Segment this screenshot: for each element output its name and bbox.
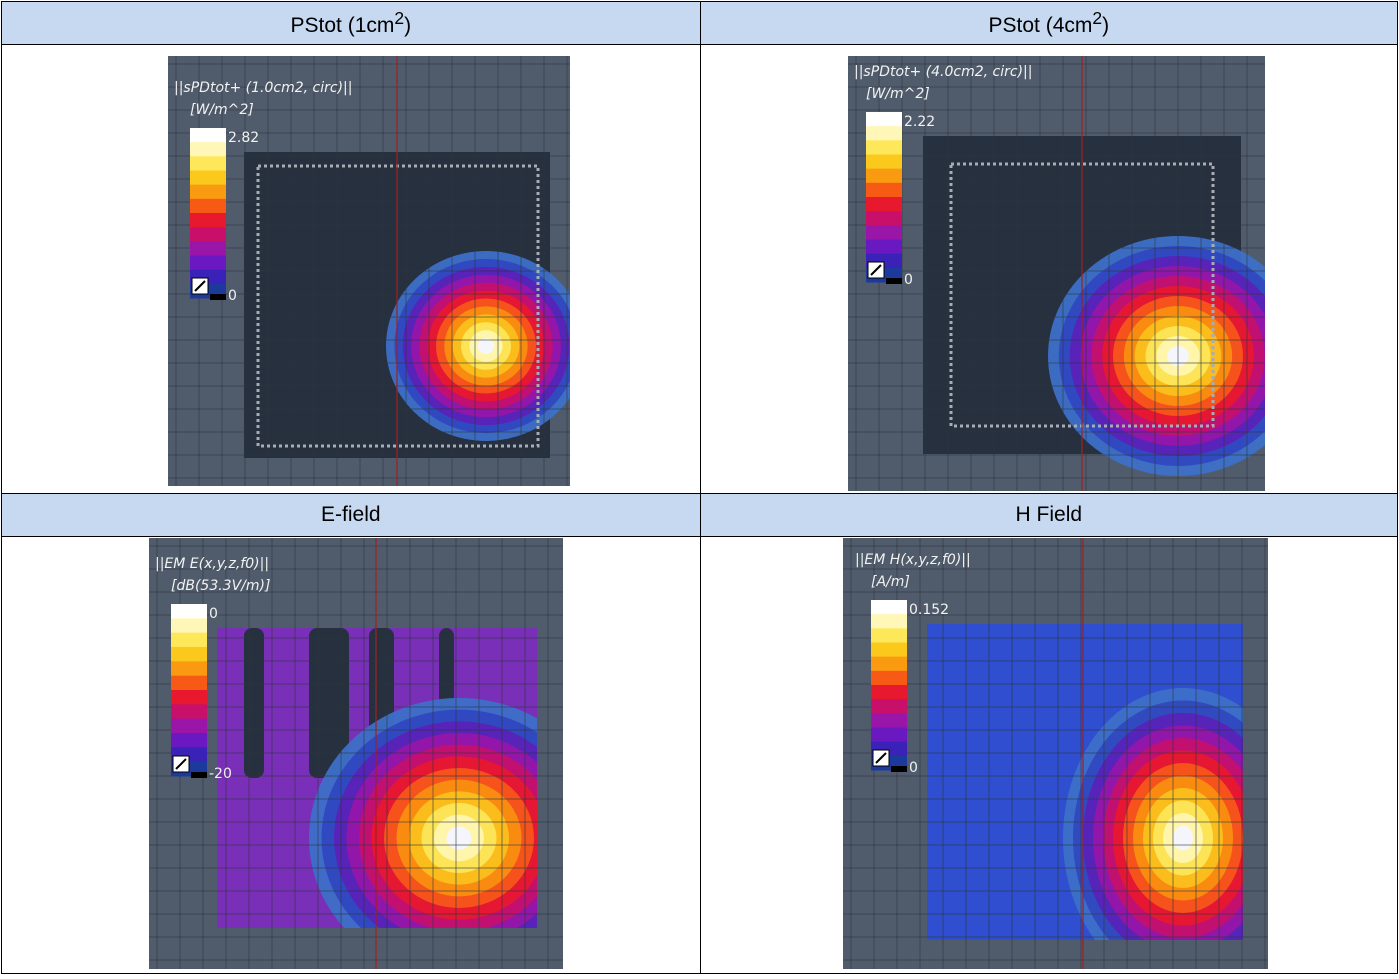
colorbar-swatch xyxy=(171,718,207,734)
plot-quantity: ||sPDtot+ (4.0cm2, circ)|| xyxy=(854,64,1032,80)
colorbar-swatch xyxy=(870,600,907,615)
colorbar-swatch xyxy=(865,140,902,155)
hotspot xyxy=(386,251,570,441)
plot-quantity: ||sPDtot+ (1.0cm2, circ)|| xyxy=(174,80,352,96)
heading: H Field xyxy=(699,493,1399,537)
plot-row: ||sPDtot+ (1.0cm2, circ)|| [W/m^2] 2.82 0 |… xyxy=(1,44,1399,494)
colorbar-foot xyxy=(191,772,207,778)
field-plot: ||sPDtot+ (4.0cm2, circ)|| [W/m^2] 2.22 0 xyxy=(847,56,1265,491)
colorbar-swatch xyxy=(171,690,207,705)
colorbar-max: 2.82 xyxy=(228,130,259,146)
plot-unit: [W/m^2] xyxy=(190,102,254,118)
cold-stripe xyxy=(309,628,349,778)
colorbar-swatch xyxy=(865,182,902,198)
colorbar-icon-slash xyxy=(869,264,882,276)
plot-quantity: ||EM H(x,y,z,f0)|| xyxy=(855,552,971,568)
field-plot: ||sPDtot+ (1.0cm2, circ)|| [W/m^2] 2.82 0 xyxy=(168,56,570,486)
colorbar-foot xyxy=(210,294,226,300)
colorbar-swatch xyxy=(870,656,907,672)
plot-quantity: ||EM E(x,y,z,f0)|| xyxy=(155,556,269,572)
colorbar-swatch xyxy=(865,239,902,255)
colorbar-swatch xyxy=(870,713,907,728)
header-row: E-field H Field xyxy=(1,493,1399,537)
heading-sup: 2 xyxy=(1092,8,1103,28)
colorbar-foot xyxy=(890,766,907,772)
colorbar-swatch xyxy=(190,170,226,186)
colorbar-icon-slash xyxy=(874,752,887,764)
field-plot: ||EM E(x,y,z,f0)|| [dB(53.3V/m)] 0 -20 xyxy=(149,538,563,969)
header-row: PStot (1cm2) PStot (4cm2) xyxy=(1,1,1399,45)
colorbar-max: 2.22 xyxy=(904,114,935,130)
plot-unit: [W/m^2] xyxy=(866,86,930,102)
colorbar-swatch xyxy=(190,198,226,214)
colorbar-swatch xyxy=(870,614,907,629)
colorbar-min: 0 xyxy=(909,760,918,776)
contour xyxy=(446,826,472,850)
heading-text: H Field xyxy=(1015,503,1083,526)
plot-cell: ||sPDtot+ (1.0cm2, circ)|| [W/m^2] 2.82 0 xyxy=(1,44,701,494)
cold-stripe xyxy=(244,628,264,778)
heading-text: PStot (1cm xyxy=(290,14,395,37)
heading-tail: ) xyxy=(1102,14,1110,37)
colorbar-swatch xyxy=(190,184,226,200)
contour xyxy=(477,338,495,354)
colorbar-swatch xyxy=(171,604,207,619)
colorbar-max: 0 xyxy=(209,606,218,622)
colorbar-swatch xyxy=(865,154,902,170)
colorbar-swatch xyxy=(190,255,226,271)
plot-unit: [A/m] xyxy=(871,574,910,590)
colorbar-swatch xyxy=(865,197,902,212)
heading: PStot (1cm2) xyxy=(1,1,701,45)
colorbar-swatch xyxy=(171,704,207,720)
hotspot xyxy=(1047,236,1265,476)
dotted-outline xyxy=(256,164,540,448)
plot-cell: ||EM H(x,y,z,f0)|| [A/m] 0.152 0 xyxy=(699,536,1399,974)
colorbar-swatch xyxy=(171,618,207,634)
colorbar-icon-slash xyxy=(194,280,206,292)
colorbar-swatch xyxy=(171,632,207,648)
colorbar-swatch xyxy=(190,227,226,242)
contour xyxy=(1172,825,1193,851)
plot-cell: ||EM E(x,y,z,f0)|| [dB(53.3V/m)] 0 -20 xyxy=(1,536,701,974)
colorbar-min: 0 xyxy=(228,288,237,304)
colorbar-swatch xyxy=(865,168,902,184)
colorbar-swatch xyxy=(190,241,226,256)
colorbar-swatch xyxy=(865,225,902,240)
field-plot: ||EM H(x,y,z,f0)|| [A/m] 0.152 0 xyxy=(842,538,1268,969)
colorbar-swatch xyxy=(190,156,226,171)
colorbar-swatch xyxy=(865,126,902,141)
heading-text: E-field xyxy=(321,503,381,526)
plot-cell: ||sPDtot+ (4.0cm2, circ)|| [W/m^2] 2.22 0 xyxy=(699,44,1399,494)
colorbar-swatch xyxy=(171,661,207,677)
colorbar-swatch xyxy=(190,128,226,143)
colorbar-swatch xyxy=(171,675,207,691)
heading: E-field xyxy=(1,493,701,537)
colorbar-min: -20 xyxy=(209,766,232,782)
plot-unit: [dB(53.3V/m)] xyxy=(171,578,270,594)
colorbar-swatch xyxy=(870,628,907,643)
heading: PStot (4cm2) xyxy=(699,1,1399,45)
hotspot xyxy=(1062,688,1243,940)
colorbar-swatch xyxy=(171,733,207,748)
colorbar-max: 0.152 xyxy=(909,602,949,618)
colorbar-swatch xyxy=(870,727,907,743)
colorbar-icon-slash xyxy=(175,758,187,770)
colorbar-swatch xyxy=(190,142,226,157)
colorbar-swatch xyxy=(171,647,207,662)
heading-text: PStot (4cm xyxy=(988,14,1093,37)
plot-row: ||EM E(x,y,z,f0)|| [dB(53.3V/m)] 0 -20 ||EM… xyxy=(1,536,1399,974)
colorbar-swatch xyxy=(870,642,907,658)
colorbar-swatch xyxy=(865,112,902,127)
heading-sup: 2 xyxy=(394,8,405,28)
colorbar-foot xyxy=(885,278,902,284)
colorbar-swatch xyxy=(870,670,907,686)
colorbar-swatch xyxy=(870,685,907,700)
colorbar-swatch xyxy=(190,213,226,228)
colorbar-min: 0 xyxy=(904,272,913,288)
colorbar-swatch xyxy=(865,211,902,226)
heading-tail: ) xyxy=(404,14,412,37)
colorbar-swatch xyxy=(870,699,907,714)
